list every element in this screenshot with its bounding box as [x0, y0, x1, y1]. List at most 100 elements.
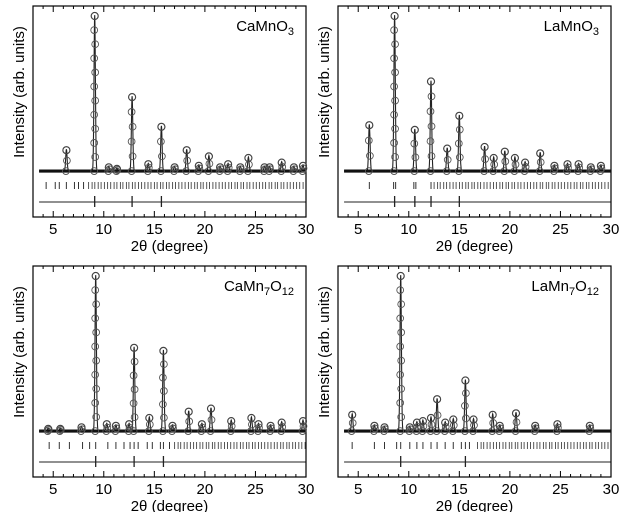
observed-point — [129, 371, 138, 380]
peak-top-point — [410, 125, 419, 134]
observed-point — [158, 152, 166, 161]
x-tick-label: 15 — [451, 221, 468, 238]
observed-point — [521, 163, 530, 171]
x-tick-label: 5 — [49, 221, 57, 238]
observed-point — [127, 108, 136, 116]
observed-point — [390, 110, 398, 119]
peak-top-point — [500, 147, 509, 156]
peak-top-point — [550, 161, 559, 170]
observed-point — [426, 107, 435, 116]
peak-top-point — [254, 420, 263, 429]
peak-top-point — [111, 421, 121, 430]
peak-top-point — [227, 417, 236, 426]
observed-point — [255, 423, 263, 432]
observed-point — [183, 156, 192, 165]
observed-point — [391, 68, 399, 77]
x-tick-label: 10 — [400, 481, 417, 498]
peak-top-point — [206, 404, 216, 413]
observed-point — [554, 423, 562, 432]
x-tick-label: 25 — [247, 221, 264, 238]
observed-point — [91, 427, 100, 435]
peak-top-point — [412, 418, 421, 427]
observed-point — [390, 139, 398, 147]
observed-point — [413, 423, 422, 431]
calculated-profile-line — [344, 275, 611, 432]
peak-top-point — [521, 158, 530, 167]
peak-top-point — [170, 163, 179, 172]
observed-point — [412, 427, 421, 435]
observed-point — [204, 167, 213, 175]
observed-point — [419, 422, 428, 430]
peak-top-point — [236, 163, 245, 172]
x-tick-label: 5 — [354, 221, 362, 238]
x-tick-label: 20 — [197, 481, 214, 498]
observed-point — [397, 413, 406, 421]
observed-point — [455, 125, 464, 134]
observed-point — [427, 92, 436, 101]
peak-top-point — [396, 271, 405, 281]
observed-point — [535, 167, 544, 175]
observed-point — [433, 411, 442, 420]
x-tick-label: 20 — [502, 481, 519, 498]
panel-label: CaMn7O12 — [224, 278, 294, 298]
observed-point — [91, 124, 100, 133]
observed-point — [390, 26, 398, 34]
observed-point — [63, 156, 71, 165]
x-axis-title: 2θ (degree) — [131, 498, 209, 512]
x-tick-label: 15 — [146, 221, 163, 238]
peak-top-point — [265, 163, 274, 172]
observed-point — [91, 153, 100, 161]
panel-label: CaMnO3 — [236, 18, 294, 38]
observed-point — [501, 157, 510, 166]
peak-top-point — [348, 410, 357, 419]
observed-point — [454, 167, 463, 175]
peak-top-point — [56, 424, 65, 433]
observed-point — [207, 415, 216, 424]
peak-top-point — [563, 160, 572, 169]
observed-point — [92, 300, 101, 309]
observed-point — [92, 384, 101, 393]
peak-top-point — [586, 163, 595, 172]
peak-top-point — [488, 410, 497, 419]
data-layer — [344, 271, 611, 467]
observed-point — [390, 54, 398, 63]
observed-point — [226, 427, 235, 435]
panel-camn7o12: CaMn7O12 Intensity (arb. units) 2θ (degr… — [11, 265, 314, 512]
x-tick-label: 25 — [552, 481, 569, 498]
observed-point — [128, 152, 137, 161]
observed-point — [129, 399, 138, 408]
observed-point — [396, 314, 405, 323]
peak-top-point — [130, 343, 139, 352]
observed-point — [396, 399, 405, 407]
x-tick-label: 30 — [603, 221, 620, 238]
observed-point — [127, 167, 136, 175]
observed-point — [170, 167, 178, 175]
observed-point — [198, 423, 207, 432]
peak-top-point — [184, 407, 193, 416]
observed-point — [91, 399, 100, 407]
peak-top-point — [247, 413, 256, 423]
observed-point — [536, 158, 545, 167]
observed-point — [90, 26, 99, 34]
peak-top-point — [596, 161, 606, 170]
calculated-profile-line — [39, 15, 306, 172]
observed-point — [92, 356, 101, 365]
peak-top-point — [433, 395, 442, 404]
peak-top-point — [90, 11, 99, 21]
observed-point — [411, 153, 420, 162]
y-axis-title: Intensity (arb. units) — [316, 286, 333, 418]
peak-top-point — [298, 161, 308, 170]
panel-lamno3: LaMnO3 Intensity (arb. units) 2θ (degree… — [316, 5, 620, 255]
peak-top-point — [461, 376, 470, 385]
observed-point — [462, 414, 470, 423]
peak-top-point — [418, 417, 427, 426]
observed-point — [427, 122, 436, 131]
x-tick-label: 20 — [197, 221, 214, 238]
observed-point — [410, 139, 419, 148]
panel-lamn7o12: LaMn7O12 Intensity (arb. units) 2θ (degr… — [316, 265, 619, 512]
peak-top-point — [289, 163, 298, 172]
observed-point — [159, 400, 167, 409]
observed-point — [90, 54, 99, 63]
observed-point — [185, 417, 194, 426]
observed-point — [128, 122, 137, 131]
